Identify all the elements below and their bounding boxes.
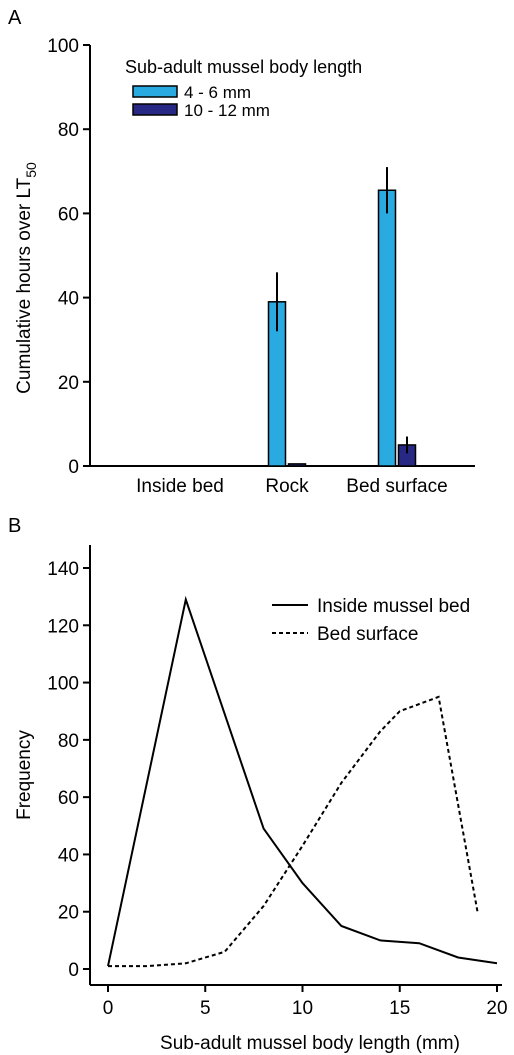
panel-b-y-tick-label: 100 (47, 674, 79, 695)
panel-b-y-tick-label: 20 (58, 903, 79, 924)
panel-b-x-tick-label: 20 (486, 998, 507, 1019)
panel-a-legend-title: Sub-adult mussel body length (125, 57, 362, 77)
panel-a-legend-label: 10 - 12 mm (184, 101, 270, 120)
panel-b-y-tick-label: 60 (58, 788, 79, 809)
panel-a-y-tick-label: 100 (47, 36, 79, 57)
panel-a-y-axis-label: Cumulative hours over LT50 (14, 162, 39, 394)
panel-b: B Frequency Sub-adult mussel body length… (8, 515, 508, 1054)
panel-b-y-axis-label: Frequency (14, 730, 35, 820)
panel-b-y-tick-label: 120 (47, 616, 79, 637)
panel-b-legend-label: Bed surface (317, 624, 418, 645)
panel-b-x-tick-label: 15 (389, 998, 410, 1019)
panel-a-legend-swatch (132, 103, 178, 116)
panel-b-x-tick-label: 10 (292, 998, 313, 1019)
panel-a-legend-swatch (132, 85, 178, 98)
panel-a-category-label: Rock (265, 476, 309, 497)
panel-b-x-tick-label: 0 (103, 998, 114, 1019)
panel-b-y-tick-label: 80 (58, 731, 79, 752)
panel-a-y-tick-label: 40 (58, 289, 79, 310)
panel-a-bar (377, 189, 397, 467)
panel-a-label: A (8, 7, 22, 29)
panel-b-y-tick-label: 0 (68, 960, 79, 981)
panel-a-bar (287, 463, 307, 467)
panel-b-x-axis-label: Sub-adult mussel body length (mm) (160, 1033, 460, 1054)
panel-a-y-tick-label: 20 (58, 373, 79, 394)
panel-b-y-tick-label: 40 (58, 845, 79, 866)
panel-a-category-label: Bed surface (346, 476, 447, 497)
panel-a: A Cumulative hours over LT50 Sub-adult m… (8, 7, 475, 497)
panel-b-line-bed-surface (108, 695, 479, 968)
panel-b-line-inside-bed (107, 595, 498, 967)
panel-b-legend-label: Inside mussel bed (317, 596, 470, 617)
panel-a-legend-label: 4 - 6 mm (184, 83, 251, 102)
panel-b-label: B (8, 515, 21, 537)
panel-b-y-tick-label: 140 (47, 559, 79, 580)
panel-a-category-label: Inside bed (136, 476, 224, 497)
panel-a-y-tick-label: 0 (68, 457, 79, 478)
panel-a-y-tick-label: 60 (58, 204, 79, 225)
panel-b-x-tick-label: 5 (200, 998, 211, 1019)
panel-a-y-tick-label: 80 (58, 120, 79, 141)
